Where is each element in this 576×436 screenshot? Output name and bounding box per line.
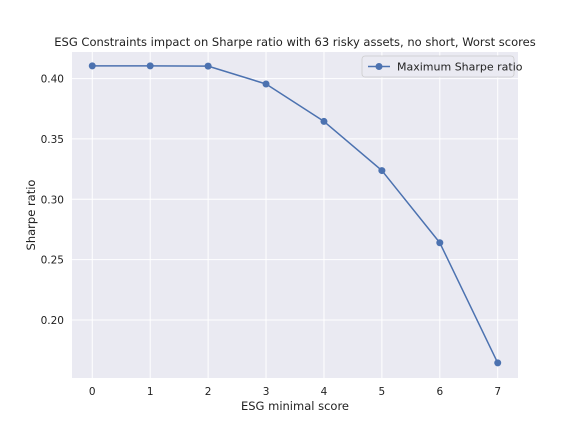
chart-title: ESG Constraints impact on Sharpe ratio w… [54, 35, 535, 49]
data-point [204, 62, 212, 70]
legend-marker-swatch [375, 63, 383, 70]
data-point [320, 117, 328, 125]
y-tick-label: 0.30 [41, 194, 64, 206]
y-tick-label: 0.35 [41, 134, 64, 146]
x-tick-label: 4 [321, 386, 328, 398]
plot-area [72, 52, 518, 378]
data-point [146, 62, 154, 70]
legend-label: Maximum Sharpe ratio [397, 61, 523, 74]
y-axis-label: Sharpe ratio [24, 180, 38, 251]
data-point [262, 80, 270, 88]
x-tick-label: 0 [89, 386, 96, 398]
data-point [494, 359, 502, 367]
y-tick-label: 0.25 [41, 255, 64, 267]
grid-lines [72, 52, 518, 378]
y-tick-label: 0.40 [41, 74, 64, 86]
data-point [436, 239, 444, 247]
data-point [378, 167, 386, 175]
x-tick-label: 2 [205, 386, 212, 398]
axis-ticks: 0 1 2 3 4 5 6 7 0.20 0.25 0.30 0.35 0.40 [41, 74, 501, 398]
x-tick-label: 1 [147, 386, 154, 398]
data-point [88, 62, 96, 70]
legend-box [361, 55, 515, 78]
y-tick-label: 0.20 [41, 315, 64, 327]
x-tick-label: 5 [379, 386, 386, 398]
x-axis-label: ESG minimal score [241, 399, 349, 413]
x-tick-label: 3 [263, 386, 270, 398]
series-line-0 [92, 65, 499, 364]
legend: Maximum Sharpe ratio [361, 55, 523, 78]
series-layer [88, 62, 502, 367]
x-tick-label: 7 [494, 386, 501, 398]
x-tick-label: 6 [436, 386, 443, 398]
